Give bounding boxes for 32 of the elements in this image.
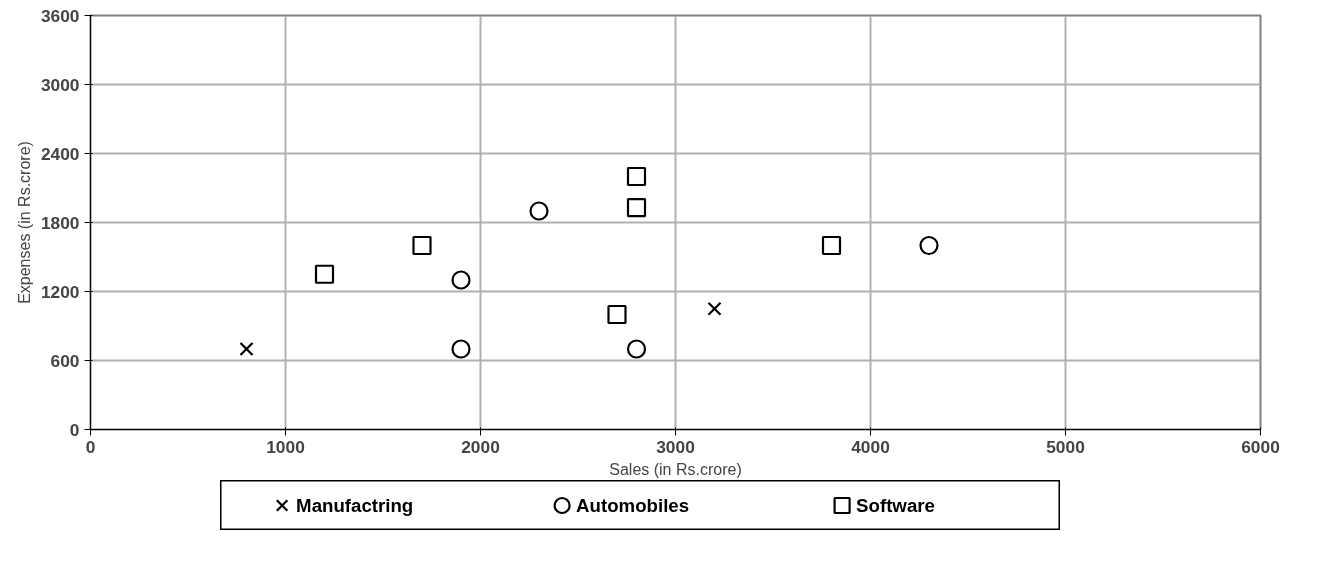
x-tick-label: 4000 [851, 436, 890, 457]
x-tick-label: 2000 [461, 436, 500, 457]
legend-label: Software [856, 495, 935, 516]
point [626, 339, 647, 359]
x-tick-label: 3000 [656, 436, 695, 457]
y-tick-label: 3600 [40, 5, 80, 26]
y-axis-title: Expenses (in Rs.crore) [15, 141, 33, 304]
point [707, 301, 722, 316]
point [626, 197, 647, 218]
point [626, 166, 647, 187]
y-tick-label: 1800 [40, 212, 80, 233]
point [919, 235, 939, 256]
y-tick-label: 2400 [40, 143, 80, 164]
point [607, 304, 627, 325]
x-axis-title: Sales (in Rs.crore) [609, 460, 742, 478]
x-tick-label: 0 [85, 436, 96, 457]
y-tick-label: 3000 [40, 74, 80, 95]
point [451, 339, 471, 359]
x-tick-label: 6000 [1241, 436, 1280, 457]
legend-label: Automobiles [576, 495, 690, 516]
point [451, 270, 471, 290]
legend-label: Manufactring [296, 495, 414, 516]
y-tick-label: 600 [50, 350, 80, 371]
point [239, 341, 254, 357]
y-tick-label: 0 [69, 419, 80, 440]
point [314, 264, 335, 284]
point [821, 235, 842, 256]
x-tick-label: 5000 [1046, 436, 1085, 457]
point [529, 201, 549, 221]
point [412, 235, 432, 256]
x-tick-label: 1000 [266, 436, 305, 457]
y-tick-label: 1200 [40, 281, 80, 302]
